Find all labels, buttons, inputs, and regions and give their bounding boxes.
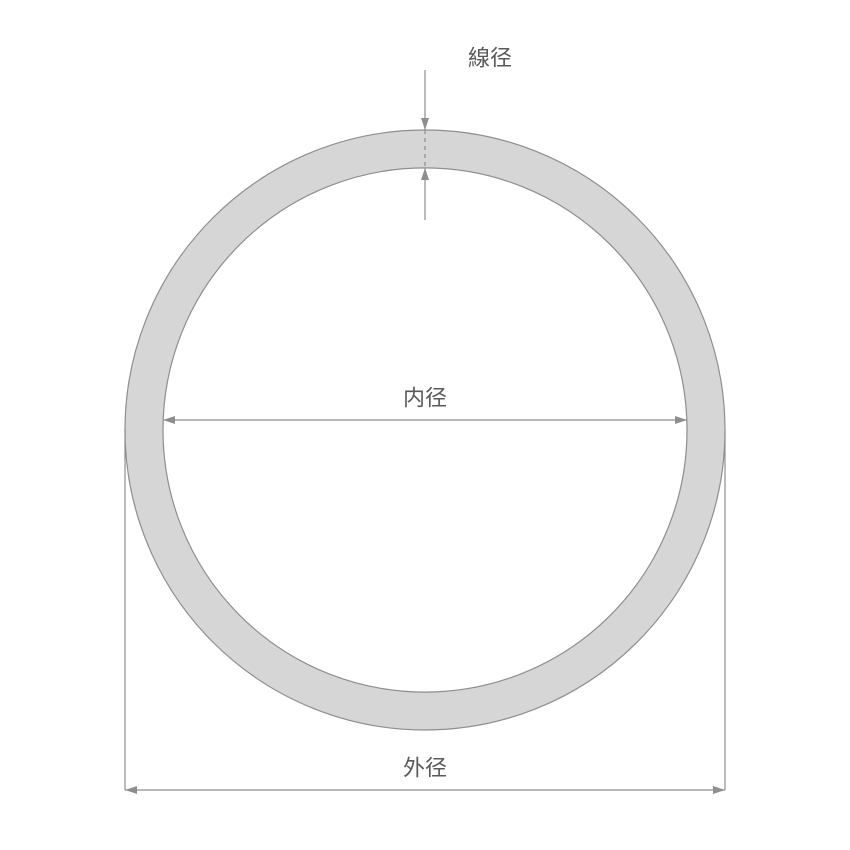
wire-diameter-label: 線径: [468, 46, 512, 71]
outer-diameter-label: 外径: [403, 756, 447, 781]
inner-diameter-label: 内径: [403, 386, 447, 411]
